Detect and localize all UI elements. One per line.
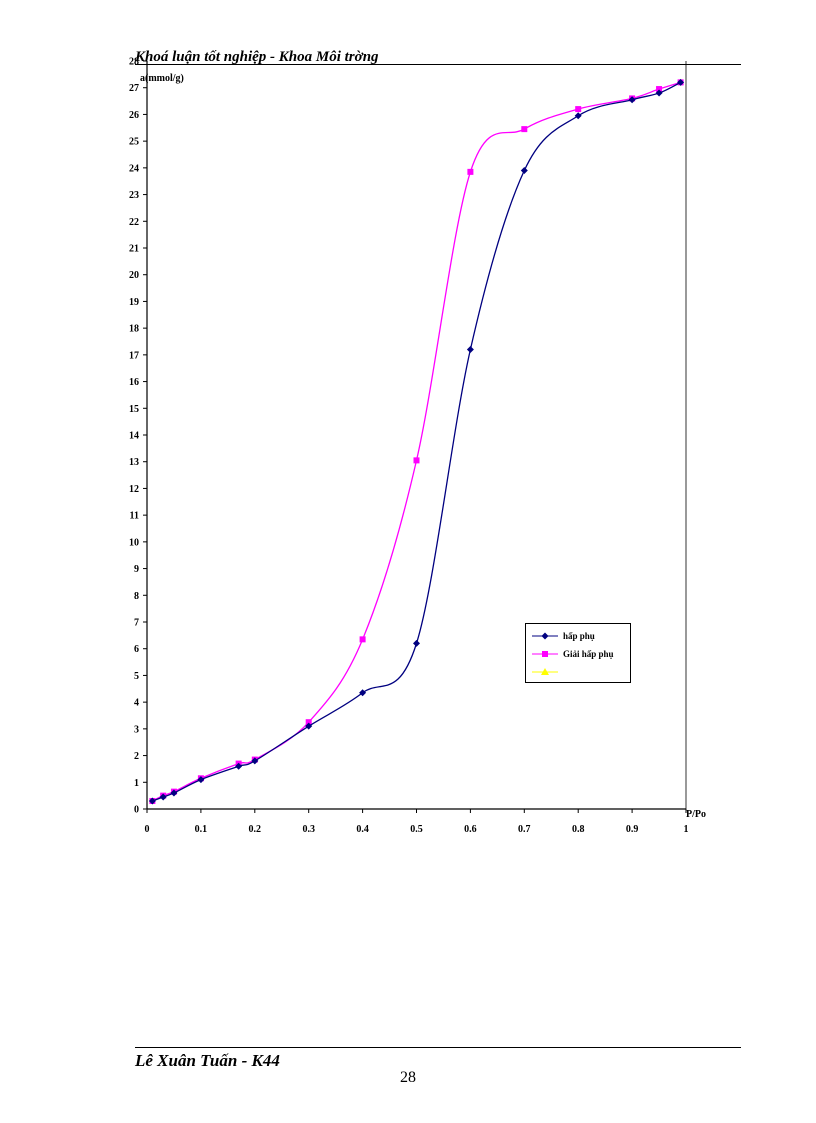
x-tick-label: 1 [684, 824, 689, 835]
x-tick-label: 0.8 [572, 824, 585, 835]
data-point [235, 762, 243, 770]
y-tick-label: 14 [129, 431, 139, 442]
data-point [521, 126, 528, 133]
y-tick-label: 3 [134, 724, 139, 735]
page-number: 28 [400, 1069, 416, 1086]
square-marker-icon [532, 651, 558, 657]
series-line [152, 81, 681, 802]
y-tick-label: 16 [129, 377, 139, 388]
y-tick-label: 17 [129, 350, 139, 361]
series-line [152, 81, 681, 802]
data-point [656, 86, 663, 93]
x-tick-label: 0.3 [302, 824, 315, 835]
legend-item-desorption: Giải hấp phụ [526, 647, 630, 661]
y-tick-label: 26 [129, 110, 139, 121]
legend-label: Giải hấp phụ [563, 649, 614, 659]
legend-item-adsorption: hấp phụ [526, 629, 630, 643]
footer-rule [135, 1047, 741, 1048]
legend-item-empty [526, 665, 630, 679]
y-tick-label: 23 [129, 190, 139, 201]
y-tick-label: 0 [134, 805, 139, 816]
data-point [197, 776, 205, 784]
y-tick-label: 5 [134, 671, 139, 682]
x-tick-label: 0.4 [356, 824, 369, 835]
data-point [148, 797, 156, 805]
series-adsorption [148, 78, 685, 805]
data-point [159, 793, 167, 801]
y-tick-label: 21 [129, 244, 139, 255]
data-point [413, 639, 420, 647]
diamond-marker-icon [532, 632, 558, 640]
y-tick-label: 10 [129, 537, 139, 548]
header-title: Khoá luận tốt nghiệp - Khoa Môi trờng [135, 49, 379, 65]
header-rule [135, 64, 741, 65]
data-point [677, 78, 685, 86]
y-tick-label: 28 [129, 57, 139, 68]
y-tick-label: 13 [129, 457, 139, 468]
data-point [655, 89, 663, 97]
y-tick-label: 27 [129, 83, 139, 94]
y-tick-label: 7 [134, 618, 139, 629]
data-point [305, 719, 312, 726]
x-tick-label: 0.2 [249, 824, 262, 835]
data-point [574, 112, 582, 120]
y-tick-label: 11 [130, 511, 139, 522]
x-tick-label: 0 [145, 824, 150, 835]
footer-author: Lê Xuân Tuấn - K44 [135, 1051, 280, 1070]
y-tick-label: 12 [129, 484, 139, 495]
data-point [305, 722, 313, 730]
x-axis-label: P/Po [686, 809, 706, 820]
y-tick-label: 20 [129, 270, 139, 281]
x-tick-label: 0.1 [195, 824, 208, 835]
y-tick-label: 1 [134, 778, 139, 789]
legend-label: hấp phụ [563, 631, 595, 641]
series-desorption [149, 79, 684, 804]
data-point [359, 636, 366, 643]
y-tick-label: 22 [129, 217, 139, 228]
data-point [628, 96, 636, 104]
x-tick-label: 0.7 [518, 824, 531, 835]
y-tick-label: 2 [134, 751, 139, 762]
y-tick-label: 18 [129, 324, 139, 335]
y-tick-label: 24 [129, 163, 139, 174]
chart-legend: hấp phụ Giải hấp phụ [525, 623, 631, 683]
y-tick-label: 6 [134, 644, 139, 655]
data-point [520, 167, 528, 175]
y-tick-label: 15 [129, 404, 139, 415]
y-tick-label: 9 [134, 564, 139, 575]
y-tick-label: 25 [129, 137, 139, 148]
data-point [466, 346, 474, 354]
y-tick-label: 4 [134, 698, 139, 709]
data-point [359, 689, 367, 697]
chart-series [148, 78, 685, 805]
x-tick-label: 0.6 [464, 824, 477, 835]
x-tick-label: 0.9 [626, 824, 639, 835]
chart-axes: 0123456789101112131415161718192021222324… [129, 57, 689, 836]
y-axis-label: a(mmol/g) [140, 73, 184, 84]
data-point [575, 106, 582, 113]
data-point [413, 457, 420, 464]
x-tick-label: 0.5 [410, 824, 423, 835]
y-tick-label: 19 [129, 297, 139, 308]
data-point [170, 789, 178, 797]
triangle-marker-icon [532, 668, 558, 675]
y-tick-label: 8 [134, 591, 139, 602]
data-point [251, 757, 259, 765]
data-point [467, 168, 474, 175]
